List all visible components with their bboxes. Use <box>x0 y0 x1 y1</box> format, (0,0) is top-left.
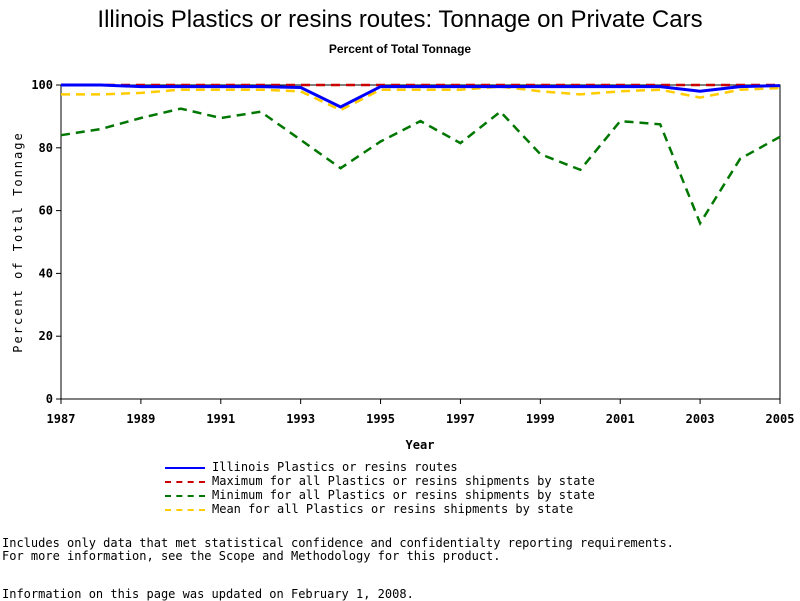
x-tick-label: 1991 <box>206 412 235 426</box>
legend-swatch-illinois <box>165 467 205 469</box>
legend-item-illinois: Illinois Plastics or resins routes <box>165 460 665 475</box>
series-line-0 <box>61 83 781 109</box>
y-tick-label: 80 <box>39 141 53 155</box>
legend-item-mean: Mean for all Plastics or resins shipment… <box>165 502 665 517</box>
x-tick-label: 2003 <box>686 412 715 426</box>
y-tick-label: 0 <box>46 392 53 406</box>
y-tick-label: 20 <box>39 329 53 343</box>
legend-label-maximum: Maximum for all Plastics or resins shipm… <box>212 474 595 488</box>
legend-item-maximum: Maximum for all Plastics or resins shipm… <box>165 474 665 489</box>
x-tick-label: 2005 <box>766 412 795 426</box>
plot-area-frame <box>60 84 781 400</box>
legend-label-minimum: Minimum for all Plastics or resins shipm… <box>212 488 595 502</box>
y-tick-label: 100 <box>31 78 53 92</box>
legend-label-mean: Mean for all Plastics or resins shipment… <box>212 502 574 516</box>
legend-swatch-mean <box>165 509 205 511</box>
footnote-updated: Information on this page was updated on … <box>2 587 414 601</box>
line-chart: 0 20 40 60 80 100 1987 1989 1991 1993 1995 1997 199… <box>11 78 795 452</box>
x-tick-label: 1999 <box>526 412 555 426</box>
y-tick-label: 40 <box>39 266 53 280</box>
x-tick-label: 1997 <box>446 412 475 426</box>
x-tick-label: 1993 <box>286 412 315 426</box>
x-tick-label: 1989 <box>126 412 155 426</box>
legend-item-minimum: Minimum for all Plastics or resins shipm… <box>165 488 665 503</box>
legend: Illinois Plastics or resins routes Maxim… <box>165 460 665 517</box>
series-line-2 <box>60 107 781 226</box>
y-axis: 0 20 40 60 80 100 <box>31 78 61 406</box>
legend-swatch-minimum <box>165 495 205 497</box>
y-axis-label: Percent of Total Tonnage <box>11 131 25 352</box>
legend-swatch-maximum <box>165 481 205 483</box>
series-line-3 <box>61 85 781 112</box>
x-axis-label: Year <box>406 438 435 452</box>
chart-title: Illinois Plastics or resins routes: Tonn… <box>97 6 703 33</box>
chart-subtitle: Percent of Total Tonnage <box>328 42 472 56</box>
footnote-methodology: For more information, see the Scope and … <box>2 549 501 563</box>
y-tick-label: 60 <box>39 204 53 218</box>
x-tick-label: 2001 <box>606 412 635 426</box>
x-tick-label: 1995 <box>366 412 395 426</box>
footnote-confidentiality: Includes only data that met statistical … <box>2 536 674 550</box>
legend-label-illinois: Illinois Plastics or resins routes <box>212 460 458 474</box>
series-lines <box>60 83 781 226</box>
x-axis: 1987 1989 1991 1993 1995 1997 1999 2001 2003 2005 <box>47 399 795 426</box>
x-tick-label: 1987 <box>47 412 76 426</box>
